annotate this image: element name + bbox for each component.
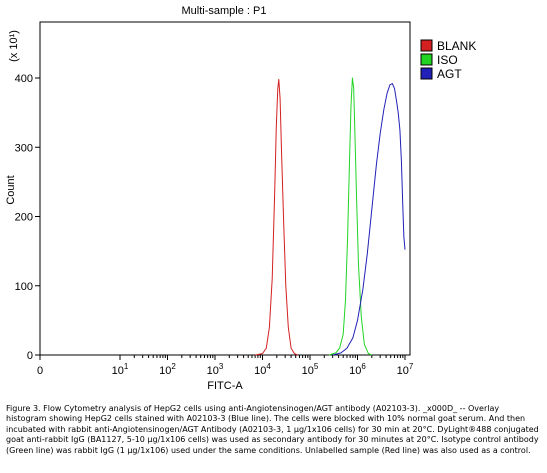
- y-axis-ticks: 0 100 200 300 400: [15, 73, 40, 362]
- x-tick-label: 103: [207, 362, 224, 377]
- series-line-iso: [328, 77, 372, 356]
- series-line-agt: [332, 83, 406, 356]
- y-tick-label: 100: [15, 281, 33, 293]
- x-axis-label: FITC-A: [207, 380, 243, 392]
- y-tick-label: 0: [27, 350, 33, 362]
- flow-cytometry-histogram: Multi-sample : P1 (x 10¹) Count FITC-A 0…: [5, 5, 476, 392]
- chart-title: Multi-sample : P1: [182, 5, 267, 17]
- y-tick-label: 200: [15, 212, 33, 224]
- legend-swatch-blank: [420, 39, 433, 52]
- histogram-series: [255, 77, 406, 356]
- x-axis-ticks: 0 101 102 103 104 105 106 107: [37, 355, 414, 377]
- y-multiplier-label: (x 10¹): [8, 30, 20, 62]
- legend-swatch-agt: [420, 67, 433, 80]
- legend-label-iso: ISO: [437, 53, 458, 67]
- legend-label-blank: BLANK: [437, 39, 476, 53]
- x-tick-label: 102: [159, 362, 176, 377]
- y-axis-label: Count: [5, 175, 17, 204]
- x-tick-label: 101: [112, 362, 129, 377]
- series-line-blank: [255, 78, 298, 356]
- x-tick-label: 107: [397, 362, 414, 377]
- x-tick-label: 104: [254, 362, 271, 377]
- figure-caption: Figure 3. Flow Cytometry analysis of Hep…: [6, 404, 539, 455]
- y-tick-label: 300: [15, 142, 33, 154]
- y-tick-label: 400: [15, 73, 33, 85]
- legend-label-agt: AGT: [437, 67, 462, 81]
- x-tick-label: 106: [349, 362, 366, 377]
- x-tick-label: 0: [37, 365, 43, 377]
- legend-swatch-iso: [420, 53, 433, 66]
- plot-frame: [39, 21, 411, 356]
- x-tick-label: 105: [302, 362, 319, 377]
